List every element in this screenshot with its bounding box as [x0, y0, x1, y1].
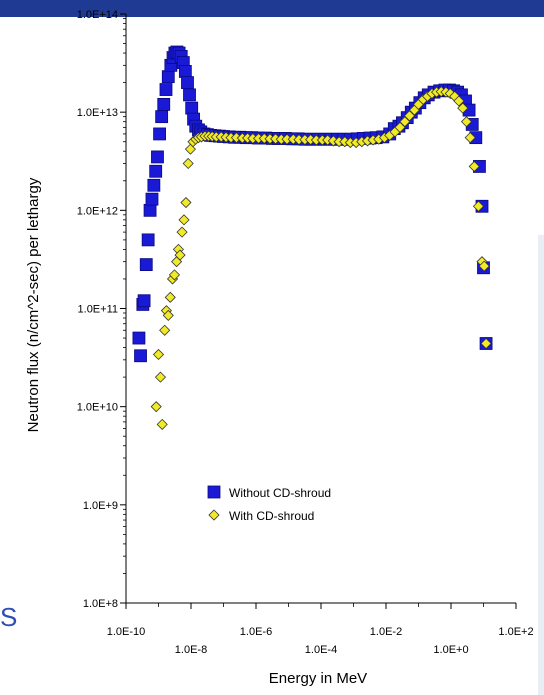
y-tick-label: 1.0E+12	[77, 205, 118, 217]
data-point-without-shroud	[155, 110, 169, 124]
data-point-with-shroud	[480, 337, 492, 350]
y-tick-label: 1.0E+8	[83, 598, 118, 610]
x-tick-label: 1.0E-4	[305, 644, 337, 656]
data-point-without-shroud	[161, 70, 175, 84]
legend-marker-without-shroud	[207, 485, 221, 499]
clipped-slide-text: S	[0, 602, 18, 632]
data-point-with-shroud	[152, 348, 165, 361]
data-marks	[132, 45, 493, 430]
data-point-without-shroud	[183, 88, 196, 102]
data-point-with-shroud	[478, 260, 490, 272]
data-point-with-shroud	[184, 143, 196, 155]
data-point-with-shroud	[176, 226, 188, 238]
x-tick-label: 1.0E+2	[498, 626, 533, 638]
data-point-with-shroud	[164, 291, 176, 303]
y-tick-label: 1.0E+13	[77, 107, 118, 119]
data-point-without-shroud	[181, 76, 194, 90]
data-point-without-shroud	[139, 258, 153, 272]
data-point-without-shroud	[137, 294, 151, 308]
data-point-without-shroud	[159, 83, 173, 96]
data-point-with-shroud	[460, 116, 473, 128]
y-tick-label: 1.0E+9	[83, 500, 118, 512]
data-point-with-shroud	[174, 249, 186, 261]
x-tick-label: 1.0E+0	[433, 644, 468, 656]
x-axis-title: Energy in MeV	[269, 670, 367, 687]
data-point-without-shroud	[143, 203, 157, 217]
data-point-with-shroud	[468, 160, 480, 173]
y-tick-label: 1.0E+10	[77, 402, 118, 414]
data-point-without-shroud	[178, 65, 192, 78]
x-tick-label: 1.0E-6	[240, 626, 272, 638]
data-point-with-shroud	[156, 418, 168, 430]
header-band	[0, 0, 544, 17]
axes: 1.0E+8 1.0E+9 1.0E+10 1.0E+11 1.0E+12 1.0E+13…	[77, 9, 534, 656]
x-tick-label: 1.0E-8	[175, 644, 207, 656]
data-point-with-shroud	[464, 132, 476, 144]
data-point-with-shroud	[453, 95, 465, 107]
legend-label-without-shroud: Without CD-shroud	[229, 486, 331, 500]
data-point-without-shroud	[149, 164, 163, 178]
data-point-without-shroud	[147, 178, 161, 192]
data-point-without-shroud	[151, 150, 164, 164]
data-point-with-shroud	[180, 196, 192, 209]
data-point-with-shroud	[168, 269, 181, 281]
x-tick-label: 1.0E-2	[370, 626, 402, 638]
data-point-with-shroud	[162, 309, 174, 321]
legend-marker-with-shroud	[208, 509, 220, 521]
data-point-without-shroud	[185, 101, 199, 115]
data-point-without-shroud	[141, 233, 155, 247]
data-point-with-shroud	[154, 371, 167, 383]
data-point-with-shroud	[182, 157, 194, 170]
data-point-without-shroud	[145, 192, 159, 206]
legend-label-with-shroud: With CD-shroud	[229, 509, 314, 523]
y-tick-label: 1.0E+11	[78, 304, 118, 316]
data-point-with-shroud	[178, 214, 190, 226]
side-panel	[538, 235, 544, 695]
legend: Without CD-shroud With CD-shroud	[207, 485, 331, 523]
data-point-with-shroud	[457, 102, 469, 114]
data-point-without-shroud	[132, 331, 146, 345]
data-point-with-shroud	[399, 116, 411, 128]
data-point-without-shroud	[134, 349, 147, 363]
data-point-without-shroud	[153, 127, 166, 141]
y-tick-label: 1.0E+14	[77, 9, 118, 21]
data-point-without-shroud	[157, 97, 171, 111]
x-tick-label: 1.0E-10	[107, 626, 146, 638]
data-point-with-shroud	[472, 200, 485, 212]
data-point-with-shroud	[159, 324, 171, 336]
data-point-with-shroud	[150, 401, 162, 413]
y-axis-title: Neutron flux (n/cm^2-sec) per lethargy	[25, 177, 42, 432]
